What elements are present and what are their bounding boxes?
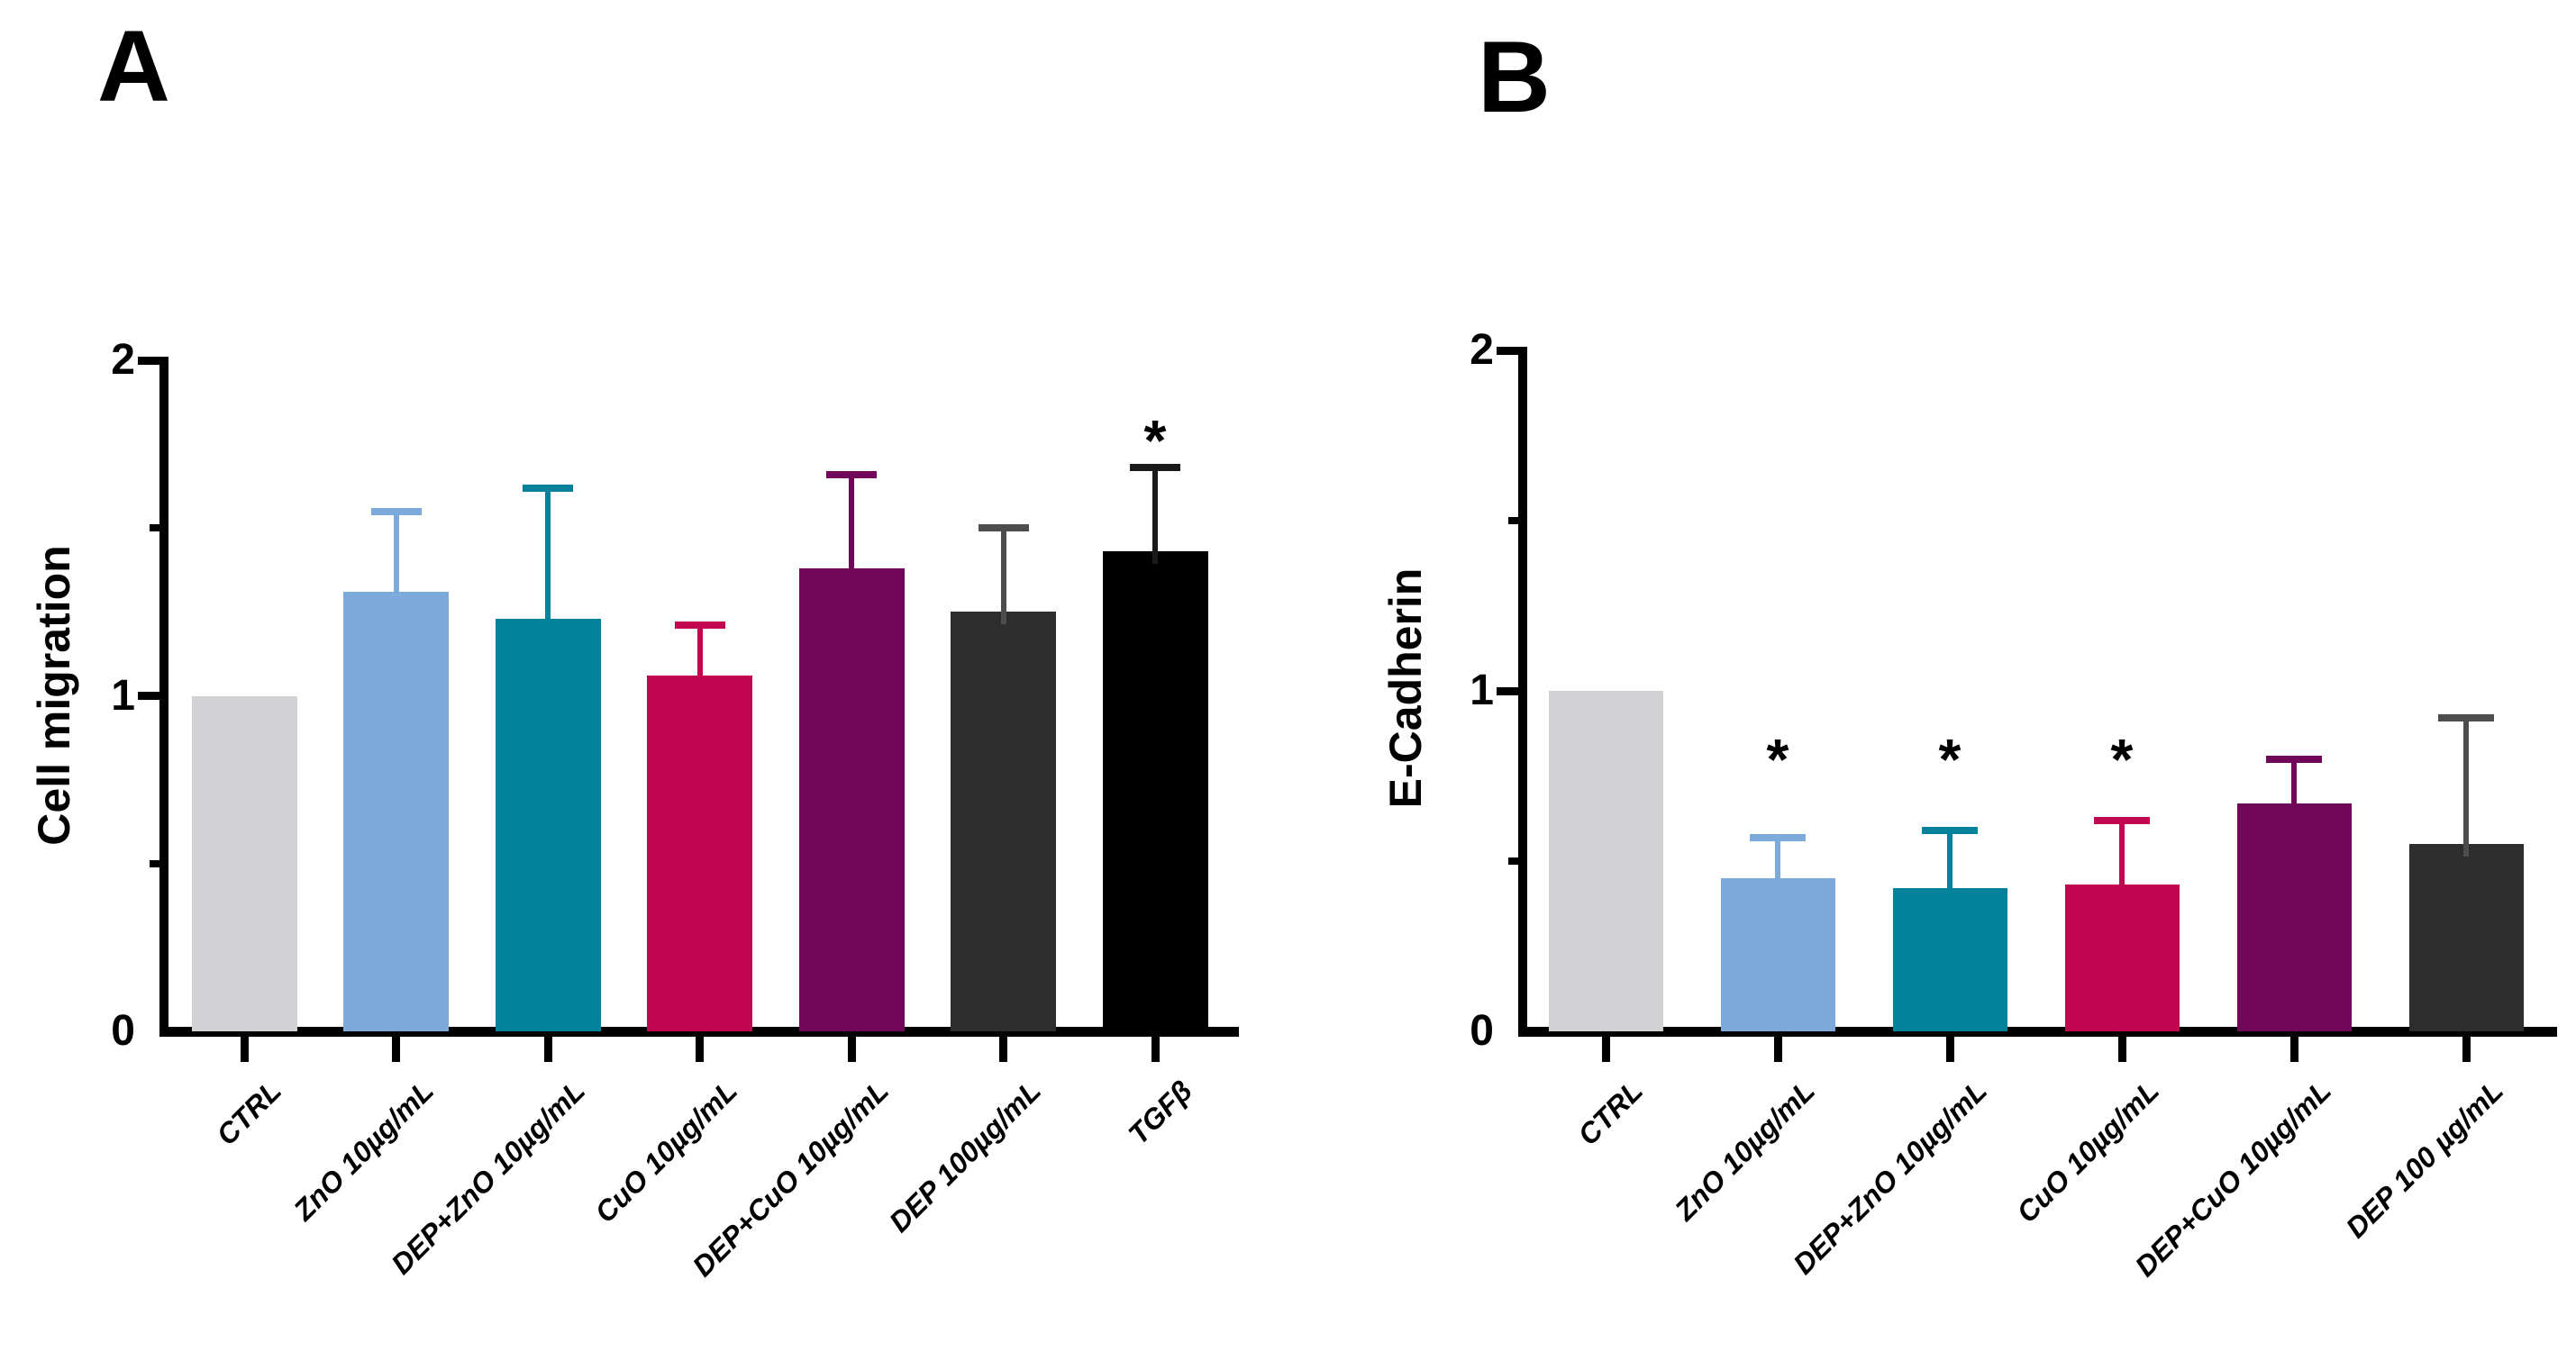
error-bar-cuo-10-g-ml xyxy=(2119,820,2125,898)
bar-dep-cuo-10-g-ml xyxy=(798,567,905,1031)
x-tick-dep-zno-10-g-ml xyxy=(1945,1037,1954,1062)
significance-star-dep-zno-10-g-ml: * xyxy=(1938,726,1962,792)
panel-a-letter: A xyxy=(97,10,172,122)
bar-dep-100-g-ml xyxy=(951,612,1056,1031)
y-tick-2 xyxy=(1497,346,1518,355)
error-cap-dep-zno-10-g-ml xyxy=(523,484,573,492)
bar-tgf xyxy=(1102,551,1208,1031)
bar-cuo-10-g-ml xyxy=(647,676,752,1031)
error-cap-dep-zno-10-g-ml xyxy=(1922,826,1978,834)
bar-dep-zno-10-g-ml xyxy=(1892,888,2007,1031)
y-tick-1 xyxy=(138,692,159,700)
x-axis-line xyxy=(159,1027,1239,1037)
bar-dep-100-g-ml xyxy=(2408,844,2524,1031)
y-minor-tick-1-5 xyxy=(150,524,159,532)
x-axis-line xyxy=(1518,1027,2557,1037)
panel-b-letter: B xyxy=(1478,21,1552,133)
x-tick-ctrl xyxy=(240,1037,249,1062)
error-bar-dep-cuo-10-g-ml xyxy=(849,474,854,581)
error-bar-dep-zno-10-g-ml xyxy=(1947,830,1952,902)
y-axis-line xyxy=(159,357,168,1037)
y-tick-label-1: 1 xyxy=(1470,667,1494,714)
error-cap-cuo-10-g-ml xyxy=(2094,816,2150,824)
x-tick-zno-10-g-ml xyxy=(392,1037,400,1062)
bar-ctrl xyxy=(1548,691,1663,1031)
error-bar-zno-10-g-ml xyxy=(1775,837,1780,891)
bar-dep-zno-10-g-ml xyxy=(495,618,601,1031)
error-cap-cuo-10-g-ml xyxy=(674,622,725,630)
bar-dep-cuo-10-g-ml xyxy=(2236,803,2352,1031)
x-tick-tgf xyxy=(1151,1037,1160,1062)
bar-cuo-10-g-ml xyxy=(2064,885,2180,1031)
bar-zno-10-g-ml xyxy=(343,592,449,1031)
error-bar-dep-zno-10-g-ml xyxy=(545,487,551,631)
y-minor-tick-1-5 xyxy=(1508,517,1518,524)
y-tick-label-0: 0 xyxy=(1470,1007,1494,1055)
x-tick-dep-zno-10-g-ml xyxy=(543,1037,552,1062)
x-tick-ctrl xyxy=(1601,1037,1610,1062)
y-tick-label-2: 2 xyxy=(111,336,135,384)
error-cap-dep-cuo-10-g-ml xyxy=(2266,755,2322,763)
bar-ctrl xyxy=(191,695,297,1031)
error-bar-cuo-10-g-ml xyxy=(696,625,703,689)
x-tick-dep-cuo-10-g-ml xyxy=(847,1037,856,1062)
y-minor-tick-0-5 xyxy=(150,859,159,867)
y-tick-2 xyxy=(138,356,159,365)
error-bar-tgf xyxy=(1152,467,1158,565)
x-tick-dep-100-g-ml xyxy=(999,1037,1007,1062)
significance-star-tgf: * xyxy=(1143,408,1167,474)
x-tick-dep-cuo-10-g-ml xyxy=(2289,1037,2298,1062)
error-cap-dep-100-g-ml xyxy=(978,524,1029,532)
y-tick-label-0: 0 xyxy=(111,1007,135,1055)
y-minor-tick-0-5 xyxy=(1508,857,1518,865)
error-bar-zno-10-g-ml xyxy=(393,511,399,605)
error-cap-dep-100-g-ml xyxy=(2438,714,2494,722)
y-tick-1 xyxy=(1497,686,1518,695)
significance-star-zno-10-g-ml: * xyxy=(1766,726,1789,792)
x-tick-dep-100-g-ml xyxy=(2462,1037,2471,1062)
x-tick-cuo-10-g-ml xyxy=(696,1037,704,1062)
error-bar-dep-100-g-ml xyxy=(2463,718,2469,857)
x-tick-cuo-10-g-ml xyxy=(2117,1037,2126,1062)
x-tick-zno-10-g-ml xyxy=(1773,1037,1782,1062)
y-tick-label-2: 2 xyxy=(1470,326,1494,374)
error-cap-tgf xyxy=(1130,464,1180,472)
error-cap-dep-cuo-10-g-ml xyxy=(826,470,877,478)
y-tick-label-1: 1 xyxy=(111,671,135,720)
y-axis-line xyxy=(1518,347,1527,1037)
bar-zno-10-g-ml xyxy=(1720,877,1835,1031)
error-bar-dep-cuo-10-g-ml xyxy=(2291,758,2297,816)
error-cap-zno-10-g-ml xyxy=(1750,833,1806,841)
significance-star-cuo-10-g-ml: * xyxy=(2110,726,2134,792)
error-cap-zno-10-g-ml xyxy=(370,507,422,515)
error-bar-dep-100-g-ml xyxy=(1000,528,1006,625)
